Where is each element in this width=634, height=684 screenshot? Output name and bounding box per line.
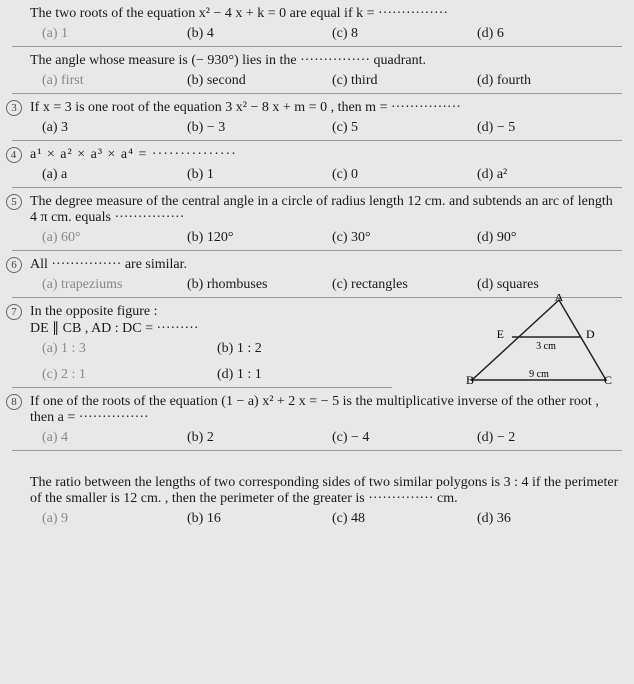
triangle-svg: A B C E D 3 cm 9 cm	[464, 294, 614, 386]
q4-opt-a: (a) a	[42, 167, 187, 183]
q1-opt-b: (b) 4	[187, 26, 332, 42]
q6-stem: 6 All ··············· are similar.	[12, 257, 622, 273]
question-3: 3 If x = 3 is one root of the equation 3…	[12, 100, 622, 141]
question-6: 6 All ··············· are similar. (a) t…	[12, 257, 622, 298]
q7-opt-d: (d) 1 : 1	[217, 367, 392, 383]
tri-label-d: D	[586, 327, 595, 341]
q9-opt-a: (a) 9	[42, 511, 187, 527]
q5-number: 5	[6, 194, 22, 210]
q3-opt-b: (b) − 3	[187, 120, 332, 136]
q6-opt-b: (b) rhombuses	[187, 277, 332, 293]
q3-number: 3	[6, 100, 22, 116]
q5-options: (a) 60° (b) 120° (c) 30° (d) 90°	[12, 230, 622, 251]
q6-opt-d: (d) squares	[477, 277, 622, 293]
q8-expr: (1 − a) x² + 2 x = − 5	[221, 394, 339, 409]
q9-options: (a) 9 (b) 16 (c) 48 (d) 36	[12, 511, 622, 531]
question-8: 8 If one of the roots of the equation (1…	[12, 394, 622, 451]
q1-opt-d: (d) 6	[477, 26, 622, 42]
q7-number: 7	[6, 304, 22, 320]
q3-text-pre: If x = 3 is one root of the equation	[30, 100, 225, 115]
q2-opt-c: (c) third	[332, 73, 477, 89]
q8-text-pre: If one of the roots of the equation	[30, 394, 221, 409]
q2-opt-d: (d) fourth	[477, 73, 622, 89]
q7-line1: In the opposite figure :	[30, 304, 158, 319]
q1-expr: x² − 4 x + k = 0	[199, 6, 286, 21]
q5-stem: 5 The degree measure of the central angl…	[12, 194, 622, 226]
q6-opt-c: (c) rectangles	[332, 277, 477, 293]
q7-opt-b: (b) 1 : 2	[217, 341, 392, 357]
q3-opt-a: (a) 3	[42, 120, 187, 136]
question-9: The ratio between the lengths of two cor…	[12, 475, 622, 531]
q5-opt-b: (b) 120°	[187, 230, 332, 246]
q6-opt-a: (a) trapeziums	[42, 277, 187, 293]
q4-number: 4	[6, 147, 22, 163]
q7-options-row1: (a) 1 : 3 (b) 1 : 2	[12, 341, 392, 361]
q1-options: (a) 1 (b) 4 (c) 8 (d) 6	[12, 26, 622, 47]
q2-opt-b: (b) second	[187, 73, 332, 89]
q8-opt-c: (c) − 4	[332, 430, 477, 446]
q4-opt-c: (c) 0	[332, 167, 477, 183]
tri-label-e: E	[497, 327, 504, 341]
q8-opt-d: (d) − 2	[477, 430, 622, 446]
q8-number: 8	[6, 394, 22, 410]
question-5: 5 The degree measure of the central angl…	[12, 194, 622, 251]
q7-line2: DE ∥ CB , AD : DC = ·········	[30, 321, 198, 336]
q8-opt-a: (a) 4	[42, 430, 187, 446]
q2-stem: The angle whose measure is (− 930°) lies…	[12, 53, 622, 69]
triangle-figure: A B C E D 3 cm 9 cm	[464, 294, 614, 386]
q8-stem: 8 If one of the roots of the equation (1…	[12, 394, 622, 426]
q3-opt-c: (c) 5	[332, 120, 477, 136]
q4-stem: 4 a¹ × a² × a³ × a⁴ = ···············	[12, 147, 622, 163]
q4-expr: a¹ × a² × a³ × a⁴ = ···············	[30, 147, 237, 162]
q1-opt-c: (c) 8	[332, 26, 477, 42]
q9-opt-c: (c) 48	[332, 511, 477, 527]
question-2: The angle whose measure is (− 930°) lies…	[12, 53, 622, 94]
q1-text-pre: The two roots of the equation	[30, 6, 199, 21]
tri-bc-len: 9 cm	[529, 369, 549, 380]
q5-text: The degree measure of the central angle …	[30, 194, 613, 225]
q3-text-post: , then m = ···············	[327, 100, 461, 115]
q3-expr: 3 x² − 8 x + m = 0	[225, 100, 327, 115]
q4-opt-d: (d) a²	[477, 167, 622, 183]
question-1: The two roots of the equation x² − 4 x +…	[12, 6, 622, 47]
q4-opt-b: (b) 1	[187, 167, 332, 183]
q5-opt-d: (d) 90°	[477, 230, 622, 246]
q2-opt-a: (a) first	[42, 73, 187, 89]
q1-stem: The two roots of the equation x² − 4 x +…	[12, 6, 622, 22]
q6-number: 6	[6, 257, 22, 273]
q9-opt-b: (b) 16	[187, 511, 332, 527]
q5-opt-c: (c) 30°	[332, 230, 477, 246]
q1-text-post: are equal if k = ···············	[286, 6, 448, 21]
q7-opt-c: (c) 2 : 1	[42, 367, 217, 383]
q3-opt-d: (d) − 5	[477, 120, 622, 136]
q1-opt-a: (a) 1	[42, 26, 187, 42]
tri-de-len: 3 cm	[536, 341, 556, 352]
q5-opt-a: (a) 60°	[42, 230, 187, 246]
tri-label-b: B	[466, 373, 474, 386]
q7-options-row2: (c) 2 : 1 (d) 1 : 1	[12, 367, 392, 388]
q2-options: (a) first (b) second (c) third (d) fourt…	[12, 73, 622, 94]
q8-opt-b: (b) 2	[187, 430, 332, 446]
q9-opt-d: (d) 36	[477, 511, 622, 527]
q3-options: (a) 3 (b) − 3 (c) 5 (d) − 5	[12, 120, 622, 141]
q6-text: All ··············· are similar.	[30, 257, 187, 272]
question-4: 4 a¹ × a² × a³ × a⁴ = ··············· (a…	[12, 147, 622, 188]
q3-stem: 3 If x = 3 is one root of the equation 3…	[12, 100, 622, 116]
tri-label-c: C	[604, 373, 612, 386]
q4-options: (a) a (b) 1 (c) 0 (d) a²	[12, 167, 622, 188]
q8-options: (a) 4 (b) 2 (c) − 4 (d) − 2	[12, 430, 622, 451]
q9-stem: The ratio between the lengths of two cor…	[12, 475, 622, 507]
q7-opt-a: (a) 1 : 3	[42, 341, 217, 357]
tri-label-a: A	[555, 294, 564, 304]
